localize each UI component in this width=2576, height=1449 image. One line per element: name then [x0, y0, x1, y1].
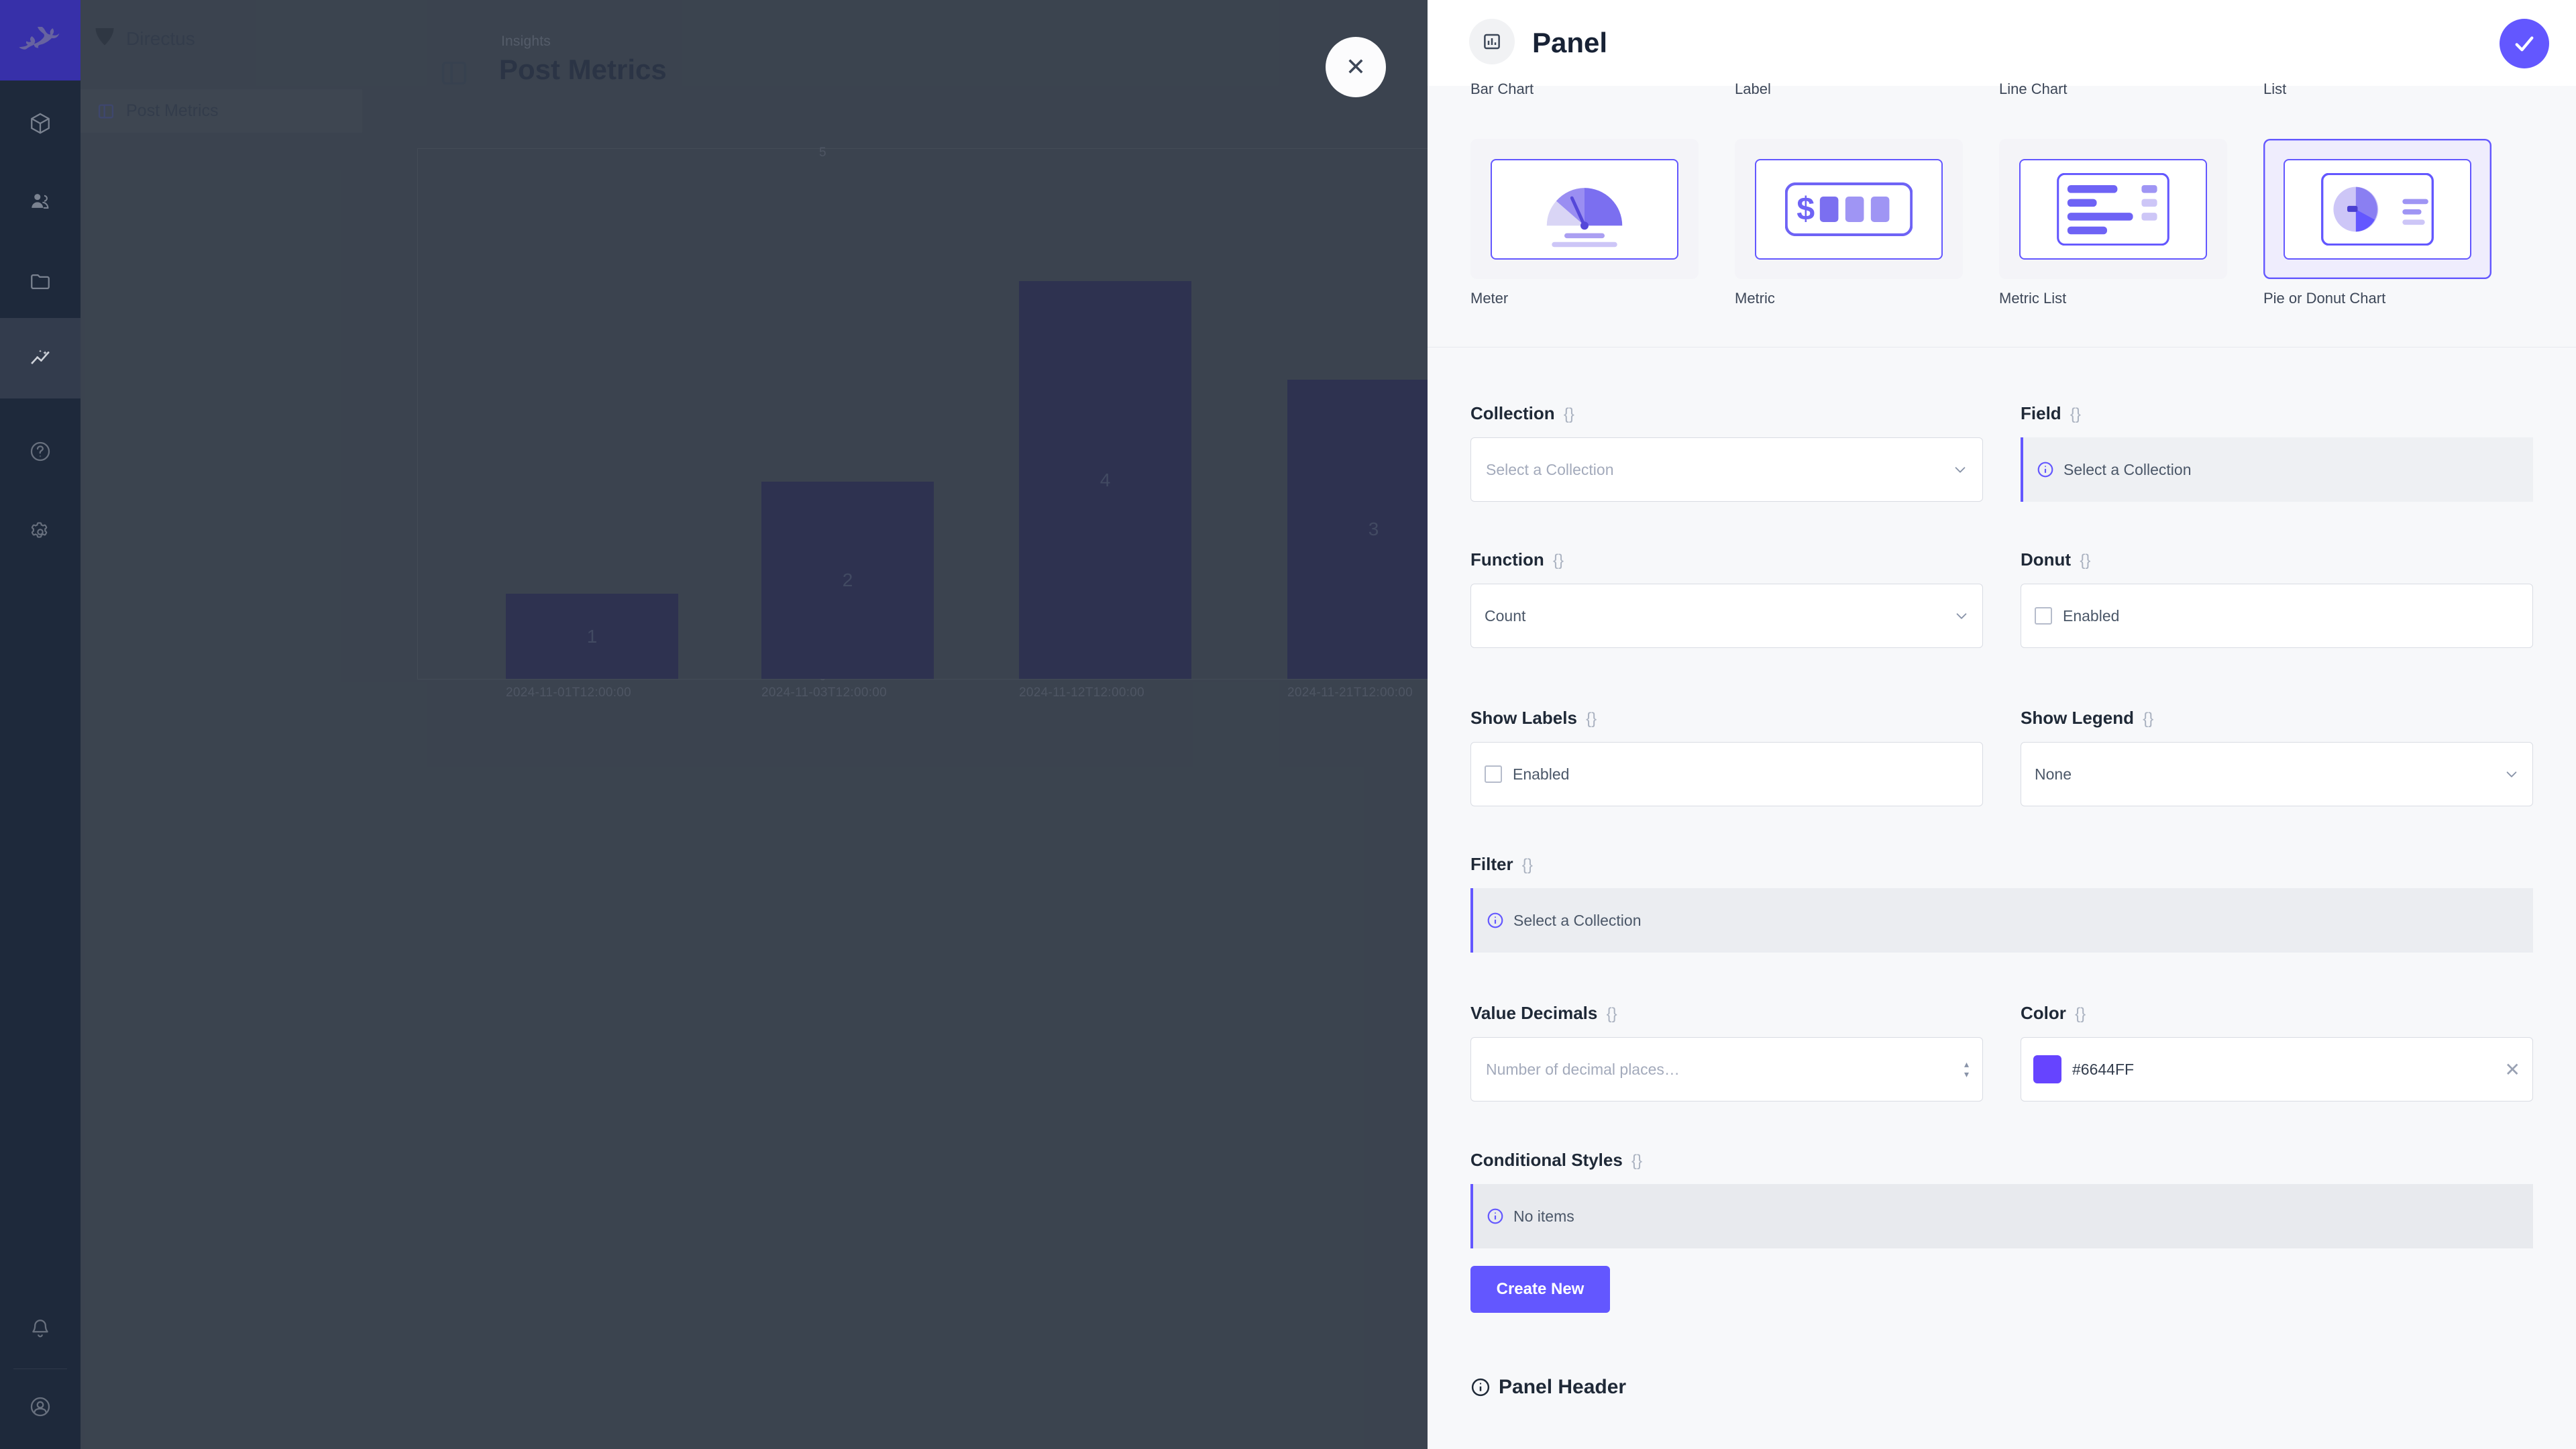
- svg-text:$: $: [1796, 191, 1815, 227]
